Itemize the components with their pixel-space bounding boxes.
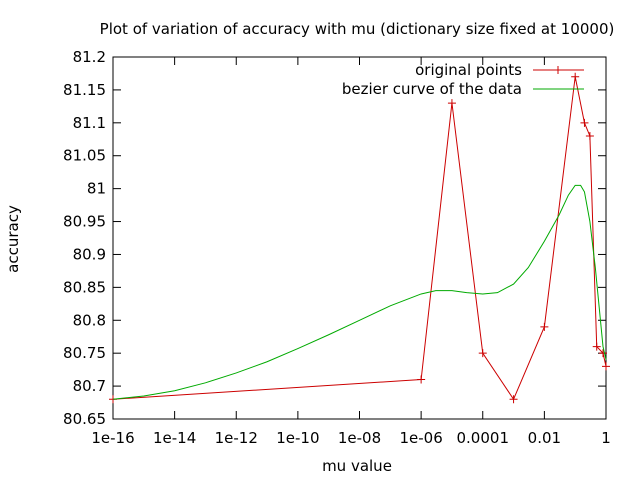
x-tick-label: 0.01 — [528, 429, 561, 447]
data-point-marker — [571, 72, 580, 81]
data-point-marker — [478, 349, 487, 358]
data-point-marker — [417, 375, 426, 384]
x-tick-label: 0.0001 — [457, 429, 510, 447]
legend-label: original points — [415, 61, 522, 79]
x-tick-label: 1e-08 — [338, 429, 381, 447]
y-tick-label: 80.95 — [63, 213, 106, 231]
y-tick-label: 80.85 — [63, 278, 106, 296]
y-tick-label: 81.2 — [73, 48, 106, 66]
plot-area: 80.65 80.7 80.75 80.8 80.85 80.9 80.95 81 81.05 8… — [63, 48, 611, 447]
data-point-marker — [447, 99, 456, 108]
series-line-bezier-curve — [112, 184, 607, 400]
data-point-marker — [592, 342, 601, 351]
data-point-marker — [580, 118, 589, 127]
y-tick-label: 80.7 — [73, 377, 106, 395]
x-tick-label: 1e-06 — [399, 429, 442, 447]
series-line-original-points — [112, 76, 607, 401]
x-tick-label: 1 — [601, 429, 611, 447]
x-tick-label: 1e-16 — [91, 429, 134, 447]
y-axis-label: accuracy — [4, 205, 22, 273]
y-tick-label: 80.9 — [73, 245, 106, 263]
data-point-marker — [540, 322, 549, 331]
chart-title: Plot of variation of accuracy with mu (d… — [100, 20, 615, 38]
y-tick-label: 80.75 — [63, 344, 106, 362]
legend-label: bezier curve of the data — [342, 80, 522, 98]
y-tick-label: 80.8 — [73, 311, 106, 329]
y-tick-label: 81.15 — [63, 81, 106, 99]
y-tick-label: 81 — [87, 180, 106, 198]
x-tick-label: 1e-10 — [276, 429, 319, 447]
data-point-marker — [602, 362, 610, 371]
legend-marker — [554, 66, 562, 74]
y-tick-label: 81.1 — [73, 114, 106, 132]
data-point-marker — [509, 395, 518, 404]
plot-frame — [112, 56, 607, 420]
y-tick-label: 81.05 — [63, 147, 106, 165]
x-axis-label: mu value — [322, 457, 392, 475]
x-tick-label: 1e-12 — [215, 429, 258, 447]
y-tick-label: 80.65 — [63, 410, 106, 428]
x-tick-label: 1e-14 — [153, 429, 196, 447]
data-point-marker — [599, 349, 608, 358]
data-point-marker — [585, 131, 594, 140]
